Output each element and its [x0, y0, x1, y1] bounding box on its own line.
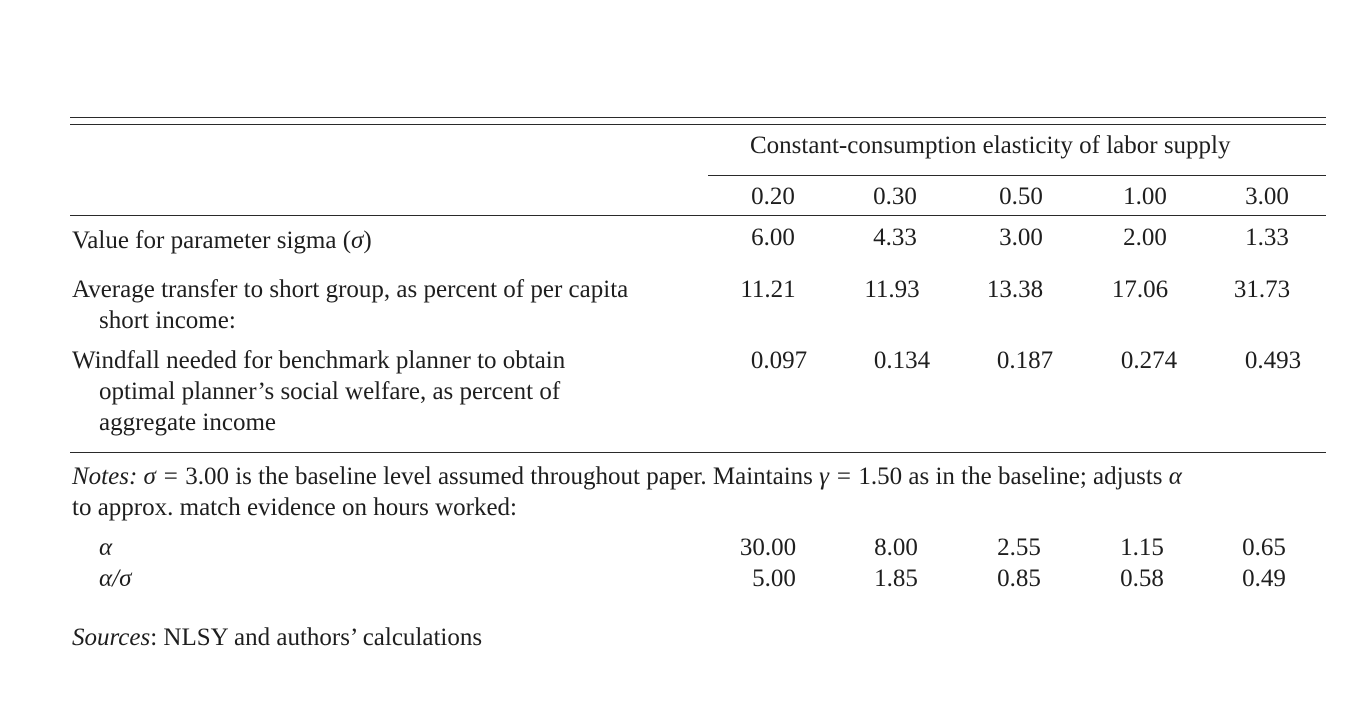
- table-cell: 0.493: [1244, 347, 1302, 374]
- table-bottom-rule: [70, 452, 1326, 454]
- sources-text: : NLSY and authors’ calculations: [150, 624, 483, 651]
- row-label-line: optimal planner’s social welfare, as per…: [99, 378, 561, 405]
- row-label-text: Value for parameter sigma (: [72, 227, 352, 254]
- table-cell: 31.73: [1233, 276, 1291, 303]
- table-cell: 4.33: [873, 224, 917, 251]
- elasticity-header-cell: 0.50: [999, 183, 1043, 210]
- elasticity-header-cell: 1.00: [1123, 183, 1167, 210]
- row-label-line: short income:: [99, 307, 236, 334]
- table-cell: 3.00: [999, 224, 1043, 251]
- table-cell: 13.38: [986, 276, 1044, 303]
- table-cell: 30.00: [739, 534, 797, 561]
- table-cell: 1.33: [1245, 224, 1289, 251]
- spanner-underline: [708, 175, 1326, 177]
- spanner-header: Constant-consumption elasticity of labor…: [750, 132, 1231, 159]
- top-rule-2: [70, 124, 1326, 126]
- table-cell: 5.00: [752, 565, 796, 592]
- table-cell: 0.85: [997, 565, 1041, 592]
- table-cell: 0.134: [873, 347, 931, 374]
- row-label-average-transfer: Average transfer to short group, as perc…: [72, 274, 712, 336]
- row-label-sigma: Value for parameter sigma (σ): [72, 225, 712, 256]
- row-label-close: ): [363, 227, 372, 254]
- table-cell: 11.21: [740, 276, 796, 303]
- header-bottom-rule: [70, 215, 1326, 217]
- notes-line-2: to approx. match evidence on hours worke…: [72, 494, 518, 521]
- row-label-line: aggregate income: [99, 409, 276, 436]
- notes-part2: 1.50 as in the baseline; adjusts: [858, 463, 1169, 490]
- table-cell: 2.00: [1123, 224, 1167, 251]
- alpha-over-sigma-symbol: α/σ: [99, 565, 132, 592]
- table-cell: 17.06: [1111, 276, 1169, 303]
- row-label-line: Average transfer to short group, as perc…: [72, 276, 629, 303]
- table-cell: 8.00: [874, 534, 918, 561]
- table-cell: 1.85: [874, 565, 918, 592]
- table-cell: 6.00: [751, 224, 795, 251]
- notes-prefix: Notes:: [72, 463, 138, 490]
- notes-sigma-eq: σ =: [143, 463, 186, 490]
- notes-part1: 3.00 is the baseline level assumed throu…: [185, 463, 820, 490]
- row-label-line: Windfall needed for benchmark planner to…: [72, 347, 566, 374]
- table-cell: 0.187: [996, 347, 1054, 374]
- table-cell: 0.65: [1242, 534, 1286, 561]
- sources-line: Sources: NLSY and authors’ calculations: [72, 622, 482, 653]
- top-rule-1: [70, 117, 1326, 119]
- notes-alpha: α: [1168, 463, 1182, 490]
- table-cell: 11.93: [864, 276, 920, 303]
- alpha-symbol: α: [99, 534, 113, 561]
- table-cell: 0.097: [750, 347, 808, 374]
- table-cell: 1.15: [1120, 534, 1164, 561]
- table-cell: 0.274: [1120, 347, 1178, 374]
- table-cell: 2.55: [997, 534, 1041, 561]
- table-cell: 0.49: [1242, 565, 1286, 592]
- notes-line-1: Notes: σ = 3.00 is the baseline level as…: [72, 461, 1182, 492]
- elasticity-header-cell: 0.20: [751, 183, 795, 210]
- table-cell: 0.58: [1120, 565, 1164, 592]
- elasticity-header-cell: 0.30: [873, 183, 917, 210]
- row-label-windfall: Windfall needed for benchmark planner to…: [72, 345, 712, 438]
- notes-gamma-eq: γ =: [819, 463, 859, 490]
- elasticity-header-cell: 3.00: [1245, 183, 1289, 210]
- sources-prefix: Sources: [72, 624, 151, 651]
- sigma-symbol: σ: [351, 227, 364, 254]
